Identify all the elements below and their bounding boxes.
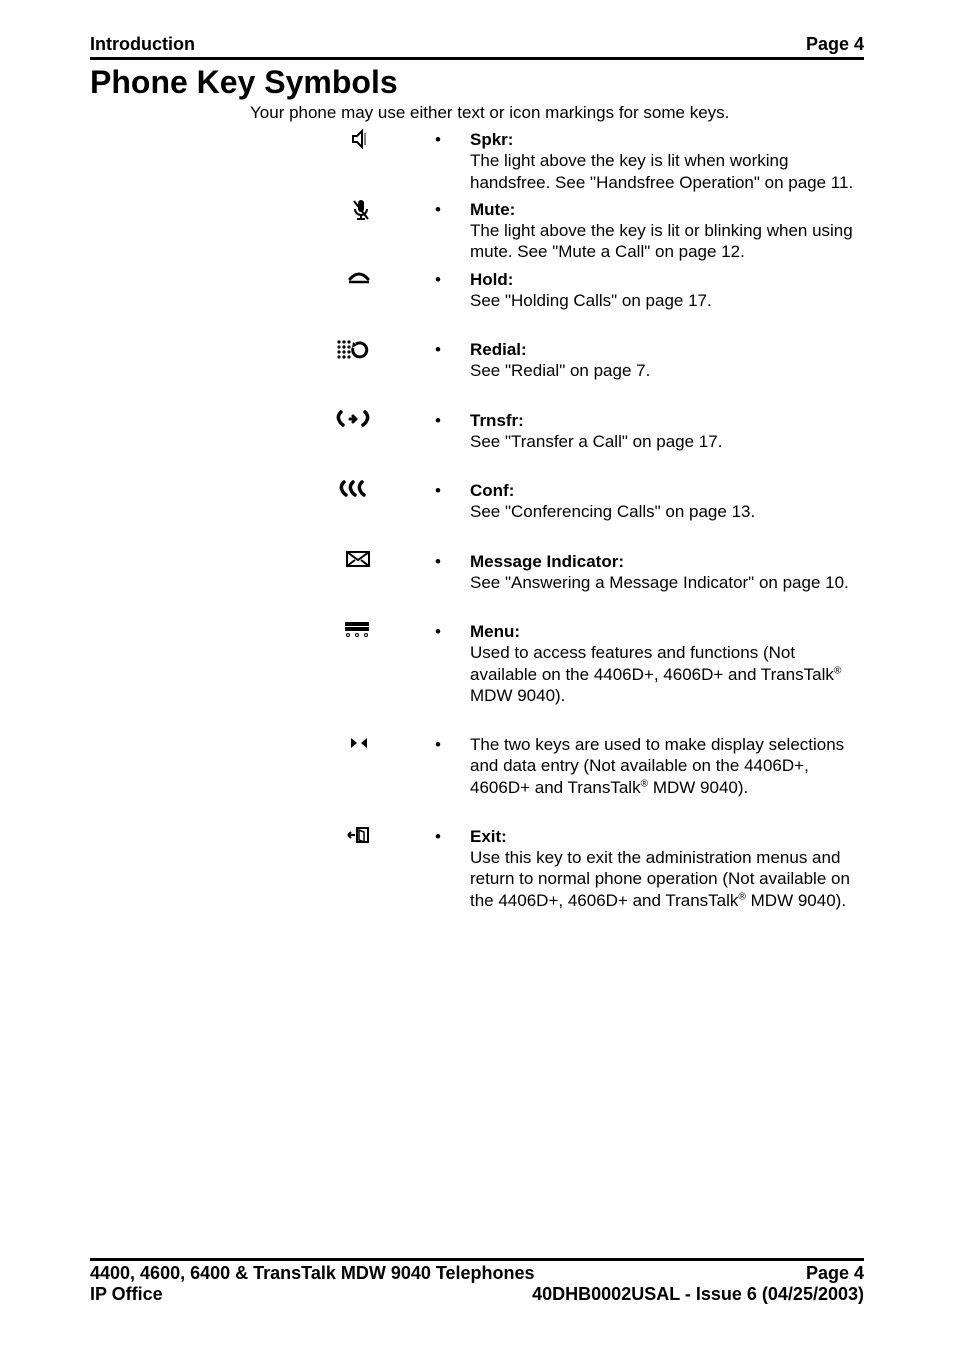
message-icon [320,551,370,572]
footer-page: Page 4 [806,1263,864,1284]
item-desc: See "Conferencing Calls" on page 13. [470,502,755,521]
list-item: • Menu: Used to access features and func… [320,621,864,706]
list-item: • Hold: See "Holding Calls" on page 17. [320,269,864,312]
bullet-icon: • [435,480,441,501]
redial-icon [320,339,370,366]
bullet-icon: • [435,199,441,220]
header-section: Introduction [90,34,195,55]
bullet-icon: • [435,129,441,150]
item-label: Mute: [470,200,515,219]
item-label: Spkr: [470,130,513,149]
list-item: • Trnsfr: See "Transfer a Call" on page … [320,410,864,453]
item-desc: Used to access features and functions (N… [470,643,841,705]
bullet-icon: • [435,269,441,290]
list-item: • Message Indicator: See "Answering a Me… [320,551,864,594]
page-title: Phone Key Symbols [90,64,864,101]
bullet-icon: • [435,621,441,642]
item-label: Hold: [470,270,513,289]
item-label: Conf: [470,481,514,500]
item-desc: The two keys are used to make display se… [470,735,844,797]
page: Introduction Page 4 Phone Key Symbols Yo… [0,0,954,1351]
item-desc: The light above the key is lit or blinki… [470,221,853,261]
item-desc: Use this key to exit the administration … [470,848,850,910]
item-desc: The light above the key is lit when work… [470,151,853,191]
footer-product: IP Office [90,1284,163,1305]
exit-icon [320,826,370,849]
list-item: • Mute: The light above the key is lit o… [320,199,864,263]
intro-text: Your phone may use either text or icon m… [250,103,864,123]
item-label: Message Indicator: [470,552,624,571]
bullet-icon: • [435,339,441,360]
bullet-icon: • [435,410,441,431]
symbol-list: • Spkr: The light above the key is lit w… [320,129,864,911]
hold-icon [320,269,370,290]
transfer-icon [320,410,370,433]
list-item: • Redial: See "Redial" on page 7. [320,339,864,382]
item-label: Redial: [470,340,527,359]
footer: 4400, 4600, 6400 & TransTalk MDW 9040 Te… [90,1258,864,1305]
list-item: • The two keys are used to make display … [320,734,864,798]
speaker-icon [320,129,370,154]
item-desc: See "Holding Calls" on page 17. [470,291,712,310]
item-label: Exit: [470,827,507,846]
conference-icon [320,480,370,503]
top-header: Introduction Page 4 [90,34,864,60]
item-label: Trnsfr: [470,411,524,430]
arrow-keys-icon [320,734,370,755]
list-item: • Conf: See "Conferencing Calls" on page… [320,480,864,523]
item-desc: See "Answering a Message Indicator" on p… [470,573,849,592]
footer-title: 4400, 4600, 6400 & TransTalk MDW 9040 Te… [90,1263,535,1284]
bullet-icon: • [435,551,441,572]
item-desc: See "Transfer a Call" on page 17. [470,432,722,451]
list-item: • Spkr: The light above the key is lit w… [320,129,864,193]
menu-icon [320,621,370,642]
mute-icon [320,199,370,226]
list-item: • Exit: Use this key to exit the adminis… [320,826,864,911]
bullet-icon: • [435,734,441,755]
item-desc: See "Redial" on page 7. [470,361,650,380]
item-label: Menu: [470,622,520,641]
footer-issue: 40DHB0002USAL - Issue 6 (04/25/2003) [532,1284,864,1305]
header-page: Page 4 [806,34,864,55]
bullet-icon: • [435,826,441,847]
